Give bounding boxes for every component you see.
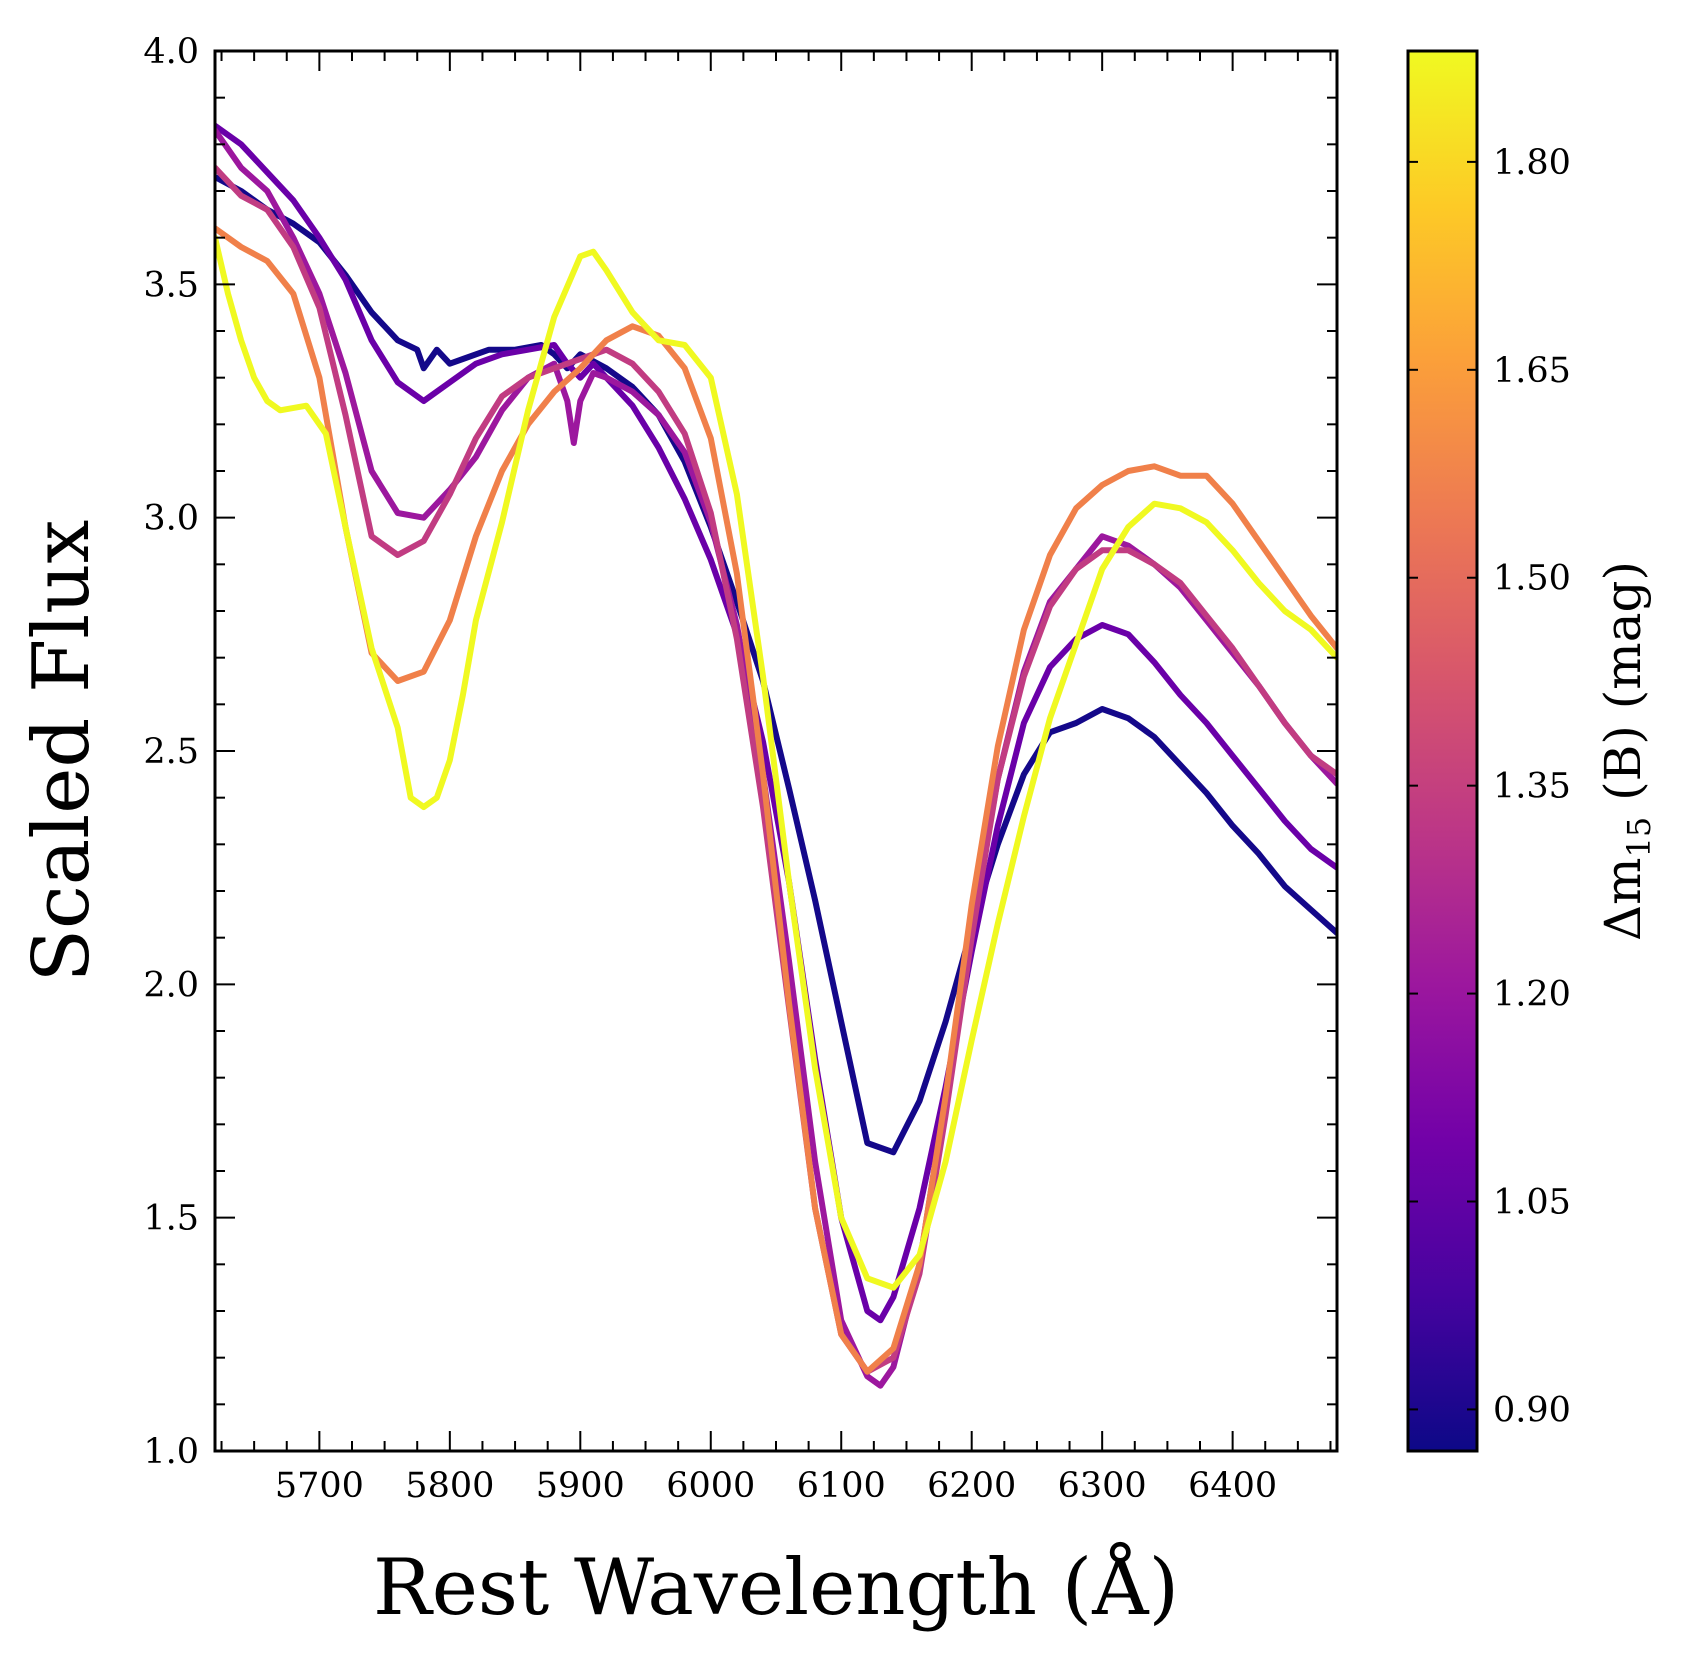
- colorbar-tick-label: 0.90: [1493, 1390, 1571, 1430]
- colorbar-label-subscript: 15: [1620, 817, 1658, 858]
- colorbar-tick-label: 1.05: [1493, 1182, 1571, 1222]
- x-tick-label: 6000: [666, 1466, 755, 1506]
- series-line-3: [215, 127, 1337, 1389]
- x-tick-label: 5700: [275, 1466, 364, 1506]
- x-axis-label: Rest Wavelength (Å): [373, 1541, 1179, 1633]
- x-tick-label: 5800: [405, 1466, 494, 1506]
- y-tick-label: 1.5: [143, 1199, 199, 1239]
- y-tick-label: 1.0: [143, 1432, 199, 1472]
- y-tick-label: 3.5: [143, 265, 199, 305]
- y-tick-label: 2.5: [143, 732, 199, 772]
- plot-series-group: [215, 122, 1337, 1389]
- colorbar-label: Δm15 (B) (mag): [1594, 561, 1658, 941]
- colorbar: [1406, 49, 1479, 1453]
- colorbar-tick-label: 1.35: [1493, 767, 1571, 807]
- series-line-2: [215, 122, 1337, 1324]
- colorbar-ticks-group: 0.90 1.05 1.20 1.35 1.50 1.65 1.80: [1408, 143, 1571, 1430]
- y-tick-label: 4.0: [143, 32, 199, 72]
- colorbar-tick-label: 1.80: [1493, 143, 1571, 183]
- series-line-5: [215, 225, 1337, 1375]
- x-tick-label: 6400: [1188, 1466, 1277, 1506]
- colorbar-label-main: Δm: [1594, 857, 1652, 941]
- y-axis-label: Scaled Flux: [17, 520, 107, 983]
- series-line-6: [215, 234, 1337, 1291]
- colorbar-tick-label: 1.65: [1493, 351, 1571, 391]
- x-tick-label: 5900: [536, 1466, 625, 1506]
- y-tick-label: 2.0: [143, 965, 199, 1005]
- x-tick-label: 6300: [1058, 1466, 1147, 1506]
- axis-ticks-group: [215, 50, 1337, 1452]
- plot-frame: [213, 49, 1339, 1453]
- x-tick-label: 6100: [797, 1466, 886, 1506]
- colorbar-tick-label: 1.20: [1493, 975, 1571, 1015]
- x-tick-label: 6200: [927, 1466, 1016, 1506]
- colorbar-label-rest: (B) (mag): [1594, 561, 1652, 817]
- y-tick-label: 3.0: [143, 499, 199, 539]
- tick-labels-group: 5700 5800 5900 6000 6100 6200 6300 6400 1.0 1.5 2.…: [143, 32, 1277, 1506]
- colorbar-tick-label: 1.50: [1493, 559, 1571, 599]
